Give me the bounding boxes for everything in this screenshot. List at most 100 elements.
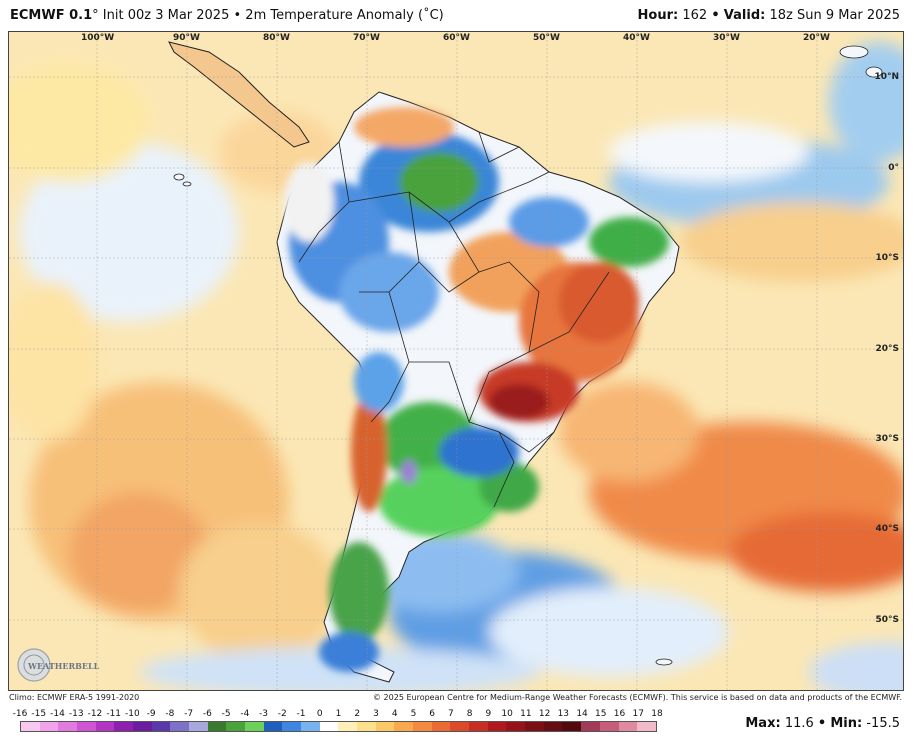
- lat-label-50s: 50°S: [875, 615, 899, 625]
- colorbar-label: -6: [202, 709, 212, 719]
- colorbar-label: 9: [485, 709, 492, 719]
- lon-label-60w: 60°W: [443, 33, 470, 43]
- colorbar-cell: [319, 722, 339, 731]
- colorbar-label: 18: [651, 709, 663, 719]
- colorbar-label: -1: [296, 709, 306, 719]
- degree-mark: °: [92, 8, 99, 23]
- colorbar-label: 0: [316, 709, 323, 719]
- lon-label-90w: 90°W: [173, 33, 200, 43]
- colorbar-cell: [245, 722, 264, 731]
- colorbar-cell: [469, 722, 488, 731]
- colorbar-cell: [58, 722, 78, 731]
- colorbar-cell: [338, 722, 358, 731]
- colorbar-label: -16: [12, 709, 28, 719]
- lon-label-30w: 30°W: [713, 33, 740, 43]
- colorbar-label: -9: [146, 709, 156, 719]
- colorbar-label: 4: [391, 709, 398, 719]
- colorbar-label: 7: [448, 709, 454, 719]
- colorbar-label: -8: [165, 709, 175, 719]
- ocean-anomaly-field: [9, 42, 903, 690]
- stats-separator: •: [817, 716, 827, 731]
- colorbar-cell: [21, 722, 40, 731]
- lon-label-50w: 50°W: [533, 33, 560, 43]
- colorbar-label: 17: [632, 709, 644, 719]
- colorbar-label: 3: [373, 709, 379, 719]
- colorbar-cell: [95, 722, 115, 731]
- islands: [173, 45, 883, 666]
- colorbar-legend: -16 -15 -14 -13 -12 -11 -10 -9 -8 -7 -6 -5 -4 -3 -2 -1 0…: [13, 709, 663, 735]
- colorbar-cell: [431, 722, 451, 731]
- colorbar-label: -5: [221, 709, 231, 719]
- logo-mark: WEATHERBELL: [17, 648, 100, 682]
- max-value: 11.6: [784, 716, 814, 731]
- land-anomaly-field: [284, 107, 669, 672]
- country-borders: [298, 131, 610, 508]
- colorbar-cell: [189, 722, 208, 731]
- max-label: Max:: [745, 716, 781, 731]
- valid-label: Valid:: [723, 8, 766, 23]
- colorbar-label: -13: [68, 709, 84, 719]
- map-title: ECMWF 0.1° Init 00z 3 Mar 2025 • 2m Temp…: [10, 8, 444, 23]
- lat-label-20s: 20°S: [875, 344, 899, 354]
- colorbar-cell: [637, 722, 656, 731]
- valid-time-info: Hour: 162 • Valid: 18z Sun 9 Mar 2025: [638, 8, 900, 23]
- graticule: [9, 32, 903, 690]
- colorbar-cell: [525, 722, 544, 731]
- colorbar-cell: [133, 722, 152, 731]
- colorbar-cell: [581, 722, 600, 731]
- colorbar-cell: [599, 722, 619, 731]
- valid-separator: •: [711, 8, 720, 23]
- lat-label-30s: 30°S: [875, 434, 899, 444]
- colorbar-cell: [226, 722, 246, 731]
- colorbar-cell: [77, 722, 96, 731]
- logo-text: WEATHERBELL: [27, 661, 100, 671]
- lon-label-40w: 40°W: [623, 33, 650, 43]
- colorbar-cell: [375, 722, 395, 731]
- colorbar-label: -11: [106, 709, 122, 719]
- colorbar-label: -12: [87, 709, 103, 719]
- colorbar-cell: [413, 722, 432, 731]
- colorbar-label: 13: [557, 709, 570, 719]
- min-label: Min:: [830, 716, 863, 731]
- title-separator: •: [233, 8, 242, 23]
- weatherbell-logo: WEATHERBELL: [14, 646, 109, 684]
- lat-label-10n: 10°N: [874, 72, 899, 82]
- colorbar-label: 8: [466, 709, 473, 719]
- lat-label-0: 0°: [888, 163, 899, 173]
- colorbar-cell: [282, 722, 302, 731]
- colorbar-label: -7: [184, 709, 194, 719]
- colorbar-label: -15: [31, 709, 47, 719]
- header: ECMWF 0.1° Init 00z 3 Mar 2025 • 2m Temp…: [0, 0, 914, 30]
- max-min-stats: Max: 11.6 • Min: -15.5: [745, 716, 900, 731]
- climo-credit: Climo: ECMWF ERA-5 1991-2020: [9, 693, 140, 702]
- colorbar-label: 6: [429, 709, 436, 719]
- lon-label-70w: 70°W: [353, 33, 380, 43]
- colorbar-cell: [394, 722, 414, 731]
- central-america-landmass: [168, 41, 310, 148]
- colorbar-cell: [151, 722, 171, 731]
- colorbar-label: -4: [240, 709, 250, 719]
- colorbar-label: -3: [259, 709, 269, 719]
- colorbar-strip: [20, 721, 657, 732]
- colorbar-cell: [487, 722, 507, 731]
- lon-label-80w: 80°W: [263, 33, 290, 43]
- product-name: 2m Temperature Anomaly (˚C): [245, 8, 444, 23]
- colorbar-label: 15: [595, 709, 607, 719]
- colorbar-cell: [357, 722, 376, 731]
- colorbar-cell: [450, 722, 470, 731]
- colorbar-cell: [618, 722, 638, 731]
- colorbar-cell: [562, 722, 582, 731]
- colorbar-label: -2: [277, 709, 287, 719]
- map-canvas: [9, 32, 903, 690]
- min-value: -15.5: [866, 716, 900, 731]
- temperature-anomaly-map: 100°W 90°W 80°W 70°W 60°W 50°W 40°W 30°W…: [8, 31, 904, 691]
- colorbar-cell: [39, 722, 59, 731]
- colorbar-cell: [207, 722, 227, 731]
- colorbar-cell: [543, 722, 563, 731]
- valid-value: 18z Sun 9 Mar 2025: [769, 8, 900, 23]
- copyright-notice: © 2025 European Centre for Medium-Range …: [373, 693, 902, 702]
- colorbar-label: -14: [50, 709, 65, 719]
- colorbar-label: 10: [501, 709, 513, 719]
- colorbar-label: 2: [354, 709, 361, 719]
- colorbar-cell: [114, 722, 134, 731]
